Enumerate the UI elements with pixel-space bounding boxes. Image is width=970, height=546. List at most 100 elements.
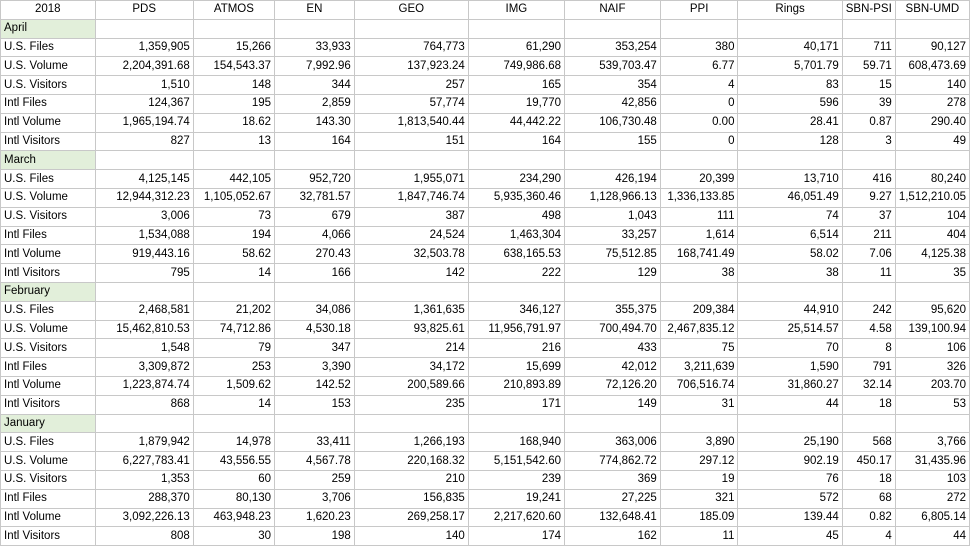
value-cell[interactable]: 11 xyxy=(841,263,896,283)
value-cell[interactable]: 25,190 xyxy=(737,432,843,453)
value-cell[interactable]: 104 xyxy=(894,206,970,227)
value-cell[interactable]: 49 xyxy=(894,131,970,152)
value-cell[interactable]: 18 xyxy=(841,469,896,490)
row-label-cell[interactable]: Intl Volume xyxy=(0,112,96,133)
value-cell[interactable]: 128 xyxy=(737,131,843,152)
value-cell[interactable]: 1,534,088 xyxy=(94,225,194,246)
header-cell-pds[interactable]: PDS xyxy=(94,0,194,20)
value-cell[interactable]: 749,986.68 xyxy=(467,56,566,77)
value-cell[interactable]: 24,524 xyxy=(353,225,469,246)
value-cell[interactable]: 498 xyxy=(467,206,566,227)
value-cell[interactable]: 1,359,905 xyxy=(94,37,194,58)
value-cell[interactable]: 4,567.78 xyxy=(274,451,355,471)
value-cell[interactable]: 139,100.94 xyxy=(894,319,970,340)
value-cell[interactable]: 18.62 xyxy=(192,112,276,133)
empty-cell[interactable] xyxy=(659,18,739,39)
value-cell[interactable]: 1,353 xyxy=(94,469,194,490)
row-label-cell[interactable]: U.S. Volume xyxy=(0,319,96,340)
value-cell[interactable]: 1,510 xyxy=(94,75,194,95)
value-cell[interactable]: 706,516.74 xyxy=(659,375,739,396)
value-cell[interactable]: 72,126.20 xyxy=(564,375,661,396)
value-cell[interactable]: 90,127 xyxy=(894,37,970,58)
value-cell[interactable]: 347 xyxy=(274,338,355,359)
value-cell[interactable]: 4,125,145 xyxy=(94,169,194,189)
value-cell[interactable]: 539,703.47 xyxy=(564,56,661,77)
value-cell[interactable]: 30 xyxy=(192,526,276,546)
value-cell[interactable]: 764,773 xyxy=(353,37,469,58)
value-cell[interactable]: 83 xyxy=(737,75,843,95)
value-cell[interactable]: 148 xyxy=(192,75,276,95)
row-label-cell[interactable]: U.S. Files xyxy=(0,300,96,321)
value-cell[interactable]: 33,257 xyxy=(564,225,661,246)
value-cell[interactable]: 426,194 xyxy=(564,169,661,189)
month-label-cell[interactable]: March xyxy=(0,150,96,171)
empty-cell[interactable] xyxy=(192,413,276,434)
value-cell[interactable]: 151 xyxy=(353,131,469,152)
value-cell[interactable]: 18 xyxy=(841,394,896,415)
value-cell[interactable]: 353,254 xyxy=(564,37,661,58)
header-cell-en[interactable]: EN xyxy=(274,0,355,20)
value-cell[interactable]: 164 xyxy=(274,131,355,152)
value-cell[interactable]: 795 xyxy=(94,263,194,283)
row-label-cell[interactable]: U.S. Volume xyxy=(0,56,96,77)
value-cell[interactable]: 1,965,194.74 xyxy=(94,112,194,133)
value-cell[interactable]: 58.02 xyxy=(737,244,843,265)
value-cell[interactable]: 242 xyxy=(841,300,896,321)
value-cell[interactable]: 38 xyxy=(659,263,739,283)
value-cell[interactable]: 3,706 xyxy=(274,488,355,509)
value-cell[interactable]: 278 xyxy=(894,93,970,114)
value-cell[interactable]: 154,543.37 xyxy=(192,56,276,77)
month-label-cell[interactable]: January xyxy=(0,413,96,434)
value-cell[interactable]: 8 xyxy=(841,338,896,359)
row-label-cell[interactable]: Intl Volume xyxy=(0,507,96,528)
empty-cell[interactable] xyxy=(564,281,661,302)
value-cell[interactable]: 1,955,071 xyxy=(353,169,469,189)
row-label-cell[interactable]: Intl Visitors xyxy=(0,526,96,546)
value-cell[interactable]: 827 xyxy=(94,131,194,152)
value-cell[interactable]: 6,227,783.41 xyxy=(94,451,194,471)
row-label-cell[interactable]: U.S. Files xyxy=(0,169,96,189)
value-cell[interactable]: 38 xyxy=(737,263,843,283)
row-label-cell[interactable]: U.S. Visitors xyxy=(0,75,96,95)
value-cell[interactable]: 919,443.16 xyxy=(94,244,194,265)
value-cell[interactable]: 288,370 xyxy=(94,488,194,509)
value-cell[interactable]: 5,151,542.60 xyxy=(467,451,566,471)
value-cell[interactable]: 60 xyxy=(192,469,276,490)
value-cell[interactable]: 868 xyxy=(94,394,194,415)
empty-cell[interactable] xyxy=(841,413,896,434)
value-cell[interactable]: 25,514.57 xyxy=(737,319,843,340)
value-cell[interactable]: 3,006 xyxy=(94,206,194,227)
value-cell[interactable]: 3,092,226.13 xyxy=(94,507,194,528)
header-cell-img[interactable]: IMG xyxy=(467,0,566,20)
value-cell[interactable]: 142 xyxy=(353,263,469,283)
value-cell[interactable]: 168,940 xyxy=(467,432,566,453)
empty-cell[interactable] xyxy=(564,150,661,171)
value-cell[interactable]: 3,211,639 xyxy=(659,357,739,377)
value-cell[interactable]: 33,933 xyxy=(274,37,355,58)
empty-cell[interactable] xyxy=(94,18,194,39)
value-cell[interactable]: 33,411 xyxy=(274,432,355,453)
value-cell[interactable]: 42,012 xyxy=(564,357,661,377)
value-cell[interactable]: 3,766 xyxy=(894,432,970,453)
value-cell[interactable]: 185.09 xyxy=(659,507,739,528)
value-cell[interactable]: 952,720 xyxy=(274,169,355,189)
value-cell[interactable]: 31,435.96 xyxy=(894,451,970,471)
value-cell[interactable]: 32,781.57 xyxy=(274,187,355,208)
value-cell[interactable]: 21,202 xyxy=(192,300,276,321)
value-cell[interactable]: 20,399 xyxy=(659,169,739,189)
value-cell[interactable]: 572 xyxy=(737,488,843,509)
value-cell[interactable]: 11 xyxy=(659,526,739,546)
value-cell[interactable]: 75 xyxy=(659,338,739,359)
value-cell[interactable]: 15,266 xyxy=(192,37,276,58)
value-cell[interactable]: 774,862.72 xyxy=(564,451,661,471)
empty-cell[interactable] xyxy=(841,150,896,171)
value-cell[interactable]: 1,266,193 xyxy=(353,432,469,453)
value-cell[interactable]: 95,620 xyxy=(894,300,970,321)
empty-cell[interactable] xyxy=(274,18,355,39)
empty-cell[interactable] xyxy=(467,281,566,302)
value-cell[interactable]: 44,910 xyxy=(737,300,843,321)
value-cell[interactable]: 70 xyxy=(737,338,843,359)
value-cell[interactable]: 2,468,581 xyxy=(94,300,194,321)
empty-cell[interactable] xyxy=(94,281,194,302)
value-cell[interactable]: 44,442.22 xyxy=(467,112,566,133)
